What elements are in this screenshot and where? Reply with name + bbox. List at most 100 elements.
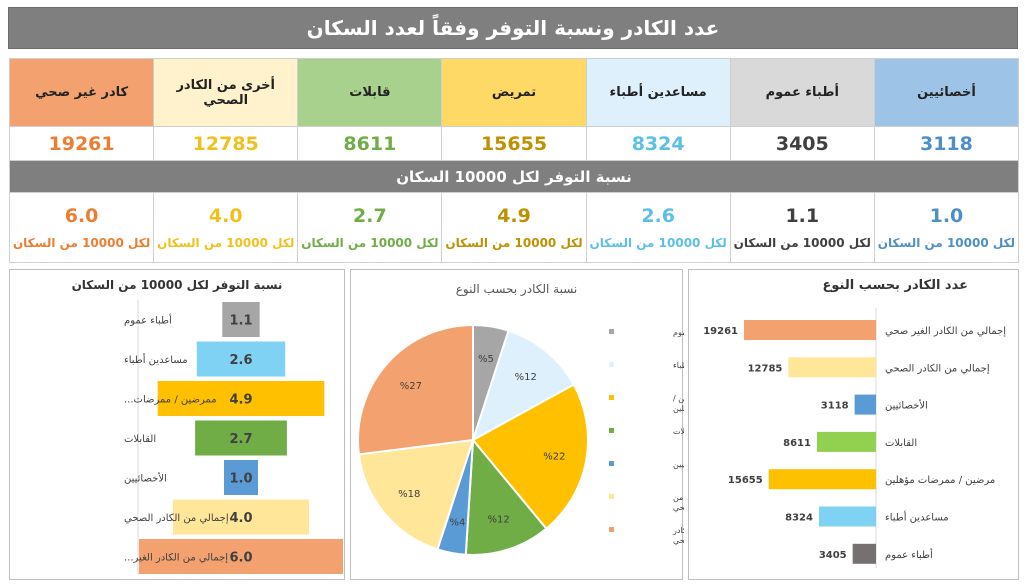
rate-chart: 1.1 أطباء عموم 2.6 مساعدين أطباء 4.9 ممرضين /… (124, 300, 343, 575)
pie-slice (471, 329, 576, 443)
count-category-label: مرضين / ممرضات مؤهلين (885, 475, 995, 486)
rate-category-label: القابلات (124, 434, 156, 445)
staff-count: 8611 (297, 126, 443, 161)
pie-slice-label: %4 (450, 517, 466, 528)
pie-slice (357, 323, 474, 456)
rate-bar (224, 460, 258, 495)
rate-bar-label: 2.7 (229, 432, 252, 447)
rate-chart-panel: نسبة التوفر لكل 10000 من السكان 1.1 أطباء… (9, 269, 345, 580)
rate-cell: 2.6 لكل 10000 من السكان (585, 192, 731, 263)
rate-cell: 4.9 لكل 10000 من السكان (441, 192, 587, 263)
pie-slice-label: %18 (398, 489, 420, 500)
dashboard-title: عدد الكادر ونسبة التوفر وفقاً لعدد السكا… (8, 7, 1018, 49)
rate-unit: لكل 10000 من السكان (157, 236, 295, 250)
rate-cell: 4.0 لكل 10000 من السكان (153, 192, 299, 263)
count-bar-label: 19261 (703, 326, 738, 337)
rate-value: 6.0 (64, 205, 99, 227)
rate-unit: لكل 10000 من السكان (877, 236, 1016, 250)
pie-slice (464, 437, 548, 556)
summary-table: أخصائيين أطباء عموم مساعدين أطباء تمريض قابل… (8, 58, 1020, 263)
legend-swatch (609, 494, 614, 499)
rate-unit: لكل 10000 من السكان (589, 236, 727, 250)
legend-label: مساعدين أطباء (673, 360, 684, 370)
count-chart: 19261 إجمالي من الكادر الغير صحي 12785 إجما… (703, 308, 1006, 568)
rate-category-label: إجمالي من الكادر الغير... (124, 553, 228, 564)
rate-chart-title: نسبة التوفر لكل 10000 من السكان (71, 278, 283, 292)
pie-chart-panel: نسبة الكادر بحسب النوع %5 %12 %22 %12 %4 %18%… (350, 269, 731, 580)
rate-value: 4.0 (208, 205, 243, 227)
rate-value: 1.0 (929, 205, 964, 227)
legend-label: ممرضين /ممرضات مؤهلين (673, 394, 684, 413)
header-row: أخصائيين أطباء عموم مساعدين أطباء تمريض قابل… (8, 58, 1020, 127)
rate-bar (173, 499, 309, 535)
legend-label: القابلات (673, 427, 684, 436)
rate-header-row: نسبة التوفر لكل 10000 السكان (9, 160, 1019, 193)
legend-swatch (609, 362, 614, 367)
rate-cell: 1.0 لكل 10000 من السكان (873, 192, 1020, 263)
staff-count: 3118 (873, 126, 1020, 161)
rate-cell: 2.7 لكل 10000 من السكان (297, 192, 443, 263)
rate-category-label: أطباء عموم (124, 314, 172, 327)
count-chart-panel: عدد الكادر بحسب النوع 19261 إجمالي من الك… (688, 269, 1019, 580)
count-bar (744, 320, 876, 340)
rate-bar-label: 4.0 (229, 511, 252, 526)
pie-slice-label: %5 (478, 354, 494, 365)
count-category-label: الأخصائيين (885, 399, 928, 412)
rate-bar-label: 4.9 (229, 393, 252, 408)
count-bar (788, 357, 876, 378)
pie-chart: %5 %12 %22 %12 %4 %18 %27 أطباء عموم مساعدين أطب… (357, 323, 731, 556)
count-bar (852, 543, 876, 564)
rate-unit: لكل 10000 من السكان (12, 236, 151, 250)
staff-count: 12785 (153, 126, 299, 161)
rate-row: 1.0 لكل 10000 من السكان 1.1 لكل 10000 من ال… (8, 192, 1020, 263)
count-bar (816, 431, 876, 452)
column-header: أخرى من الكادر الصحي (153, 58, 299, 127)
rate-bar (222, 302, 260, 337)
rate-bar (157, 381, 325, 416)
rate-value: 4.9 (497, 205, 531, 227)
count-bar (768, 469, 876, 490)
legend-label: الأخصائيين (673, 459, 684, 469)
rate-category-label: ممرضين / ممرضات... (124, 395, 217, 406)
count-row: 3118 3405 8324 15655 8611 12785 19261 (8, 126, 1020, 161)
count-bar-label: 3405 (819, 550, 847, 561)
rate-bar (195, 420, 287, 456)
staff-count: 15655 (441, 126, 587, 161)
count-bar (854, 394, 876, 415)
rate-bar-label: 6.0 (229, 551, 252, 566)
rate-category-label: إجمالي من الكادر الصحي (124, 513, 229, 524)
count-category-label: أطباء عموم (885, 548, 933, 561)
legend-swatch (609, 428, 614, 433)
legend-swatch (609, 461, 614, 466)
count-category-label: إجمالي من الكادر الصحي (885, 363, 990, 374)
legend-label: أطباء عموم (673, 327, 684, 337)
count-bar (818, 506, 876, 527)
rate-bar (139, 539, 343, 574)
count-bar-label: 15655 (728, 475, 763, 486)
pie-slice-label: %22 (543, 452, 565, 463)
rate-bar (196, 341, 286, 377)
rate-value: 2.6 (641, 205, 675, 227)
legend-swatch (609, 527, 614, 532)
rate-category-label: الأخصائيين (124, 472, 167, 485)
rate-cell: 6.0 لكل 10000 من السكان (8, 192, 155, 263)
rate-unit: لكل 10000 من السكان (445, 236, 583, 250)
pie-slice-label: %12 (515, 372, 537, 383)
count-bar-label: 3118 (821, 401, 849, 412)
rate-value: 1.1 (785, 205, 820, 227)
count-bar-label: 8611 (783, 438, 811, 449)
rate-bar-label: 1.1 (229, 314, 252, 329)
column-header: قابلات (297, 58, 443, 127)
staff-count: 8324 (585, 126, 731, 161)
pie-slice (471, 383, 589, 531)
count-bar-label: 12785 (748, 363, 783, 374)
rate-bar-label: 2.6 (229, 353, 252, 368)
count-category-label: إجمالي من الكادر الغير صحي (885, 326, 1006, 337)
pie-slice-label: %12 (487, 515, 509, 526)
column-header: أطباء عموم (729, 58, 875, 127)
pie-slice (357, 438, 475, 551)
rate-unit: لكل 10000 من السكان (733, 236, 871, 250)
rate-category-label: مساعدين أطباء (124, 353, 188, 366)
